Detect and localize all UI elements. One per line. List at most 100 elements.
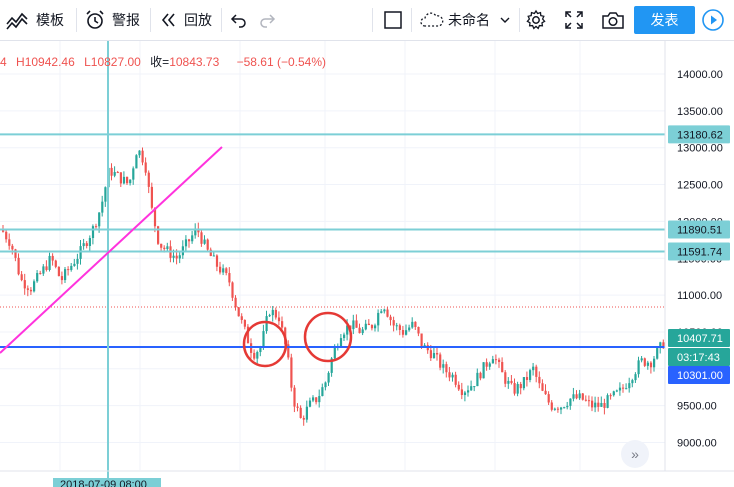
candle-body <box>352 320 355 330</box>
candle-body <box>541 383 544 391</box>
candle-body <box>364 323 367 330</box>
candle-body <box>538 376 541 384</box>
candle-body <box>302 417 305 420</box>
candle-body <box>67 269 70 271</box>
candle-body <box>355 320 358 328</box>
candle-body <box>215 255 219 267</box>
rewind-icon <box>161 13 175 27</box>
undo-icon <box>230 14 246 28</box>
template-button[interactable]: 模板 <box>4 0 64 40</box>
fullscreen-button[interactable] <box>564 0 584 40</box>
candle-body <box>383 309 386 312</box>
candle-body <box>91 226 95 239</box>
candle-body <box>296 406 299 408</box>
scroll-to-realtime-button[interactable]: » <box>621 440 649 468</box>
price-label-bg-1 <box>668 220 730 239</box>
candle-body <box>389 316 392 321</box>
candle-body <box>274 309 277 318</box>
candle-body <box>23 280 26 289</box>
candle-body <box>287 344 290 358</box>
double-chevron-right-icon: » <box>631 446 639 462</box>
price-tick-0: 14000.00 <box>677 69 723 81</box>
alert-button[interactable]: 警报 <box>84 0 140 40</box>
candle-body <box>386 309 389 317</box>
candle-body <box>33 281 36 292</box>
candle-body <box>64 269 67 281</box>
high-value: H10942.46 <box>16 55 75 69</box>
candle-body <box>488 363 491 367</box>
candle-body <box>662 342 665 349</box>
candle-body <box>594 402 597 408</box>
candle-body <box>256 352 259 359</box>
gear-icon <box>526 9 546 30</box>
replay-button[interactable]: 回放 <box>160 0 212 40</box>
play-button[interactable] <box>701 0 725 40</box>
candle-body <box>243 319 246 327</box>
candle-body <box>343 334 346 339</box>
candle-body <box>271 309 274 316</box>
ohlc-legend: 4 H10942.46 L10827.00 收=10843.73 −58.61 … <box>0 53 332 70</box>
candle-body <box>228 273 231 283</box>
candle-body <box>445 364 448 373</box>
settings-button[interactable] <box>525 0 547 40</box>
price-tick-6: 11000.00 <box>677 290 722 302</box>
candle-body <box>637 360 640 375</box>
template-icon <box>6 12 28 30</box>
candle-body <box>622 387 625 389</box>
candle-body <box>498 359 501 363</box>
candle-body <box>98 212 101 227</box>
candle-body <box>150 186 153 208</box>
candle-body <box>200 232 203 244</box>
candle-body <box>532 366 535 371</box>
candle-body <box>370 325 374 329</box>
candle-body <box>411 321 414 328</box>
layout-menu[interactable]: 未命名 <box>419 0 510 40</box>
candle-body <box>460 389 463 395</box>
candle-body <box>29 289 33 292</box>
publish-button[interactable]: 发表 <box>634 6 695 34</box>
candle-body <box>240 316 243 320</box>
highlight-circle-1 <box>242 320 288 368</box>
candle-body <box>166 246 169 250</box>
candle-body <box>361 329 364 334</box>
snapshot-button[interactable] <box>601 0 625 40</box>
candle-body <box>110 167 113 176</box>
candle-body <box>591 400 594 408</box>
candle-body <box>129 179 132 184</box>
drawings-layer <box>0 41 665 487</box>
candle-body <box>54 260 57 267</box>
open-fragment: 4 <box>0 55 7 69</box>
candle-body <box>587 400 591 402</box>
candle-body <box>116 172 119 174</box>
candle-body <box>222 268 225 273</box>
candle-body <box>519 384 522 389</box>
candle-body <box>448 372 451 378</box>
candle-body <box>277 317 281 322</box>
candle-body <box>640 358 643 361</box>
fullscreen-square-button[interactable] <box>383 0 403 40</box>
candle-body <box>367 323 370 326</box>
candle-body <box>101 201 104 213</box>
candle-body <box>5 231 8 240</box>
candle-body <box>504 372 507 384</box>
candle-body <box>451 374 454 378</box>
candle-body <box>184 239 188 247</box>
price-tick-3: 12500.00 <box>677 180 723 192</box>
candle-body <box>507 380 510 384</box>
candle-body <box>17 257 20 275</box>
candle-body <box>535 366 538 377</box>
candle-body <box>237 307 240 317</box>
undo-button[interactable] <box>230 0 248 40</box>
price-label-1: 11890.51 <box>677 224 722 236</box>
candle-body <box>525 377 529 380</box>
change-value: −58.61 (−0.54%) <box>236 55 326 69</box>
time-axis[interactable]: 2018-07-09 08:00 <box>0 470 734 487</box>
redo-button[interactable] <box>258 0 276 40</box>
candle-body <box>160 243 163 248</box>
price-axis[interactable]: 14000.0013500.0013000.0012500.0012000.00… <box>664 41 734 471</box>
price-label-bg-3 <box>668 329 730 347</box>
candle-body <box>482 362 485 379</box>
price-label-5: 10301.00 <box>677 370 723 382</box>
candle-body <box>45 266 48 270</box>
